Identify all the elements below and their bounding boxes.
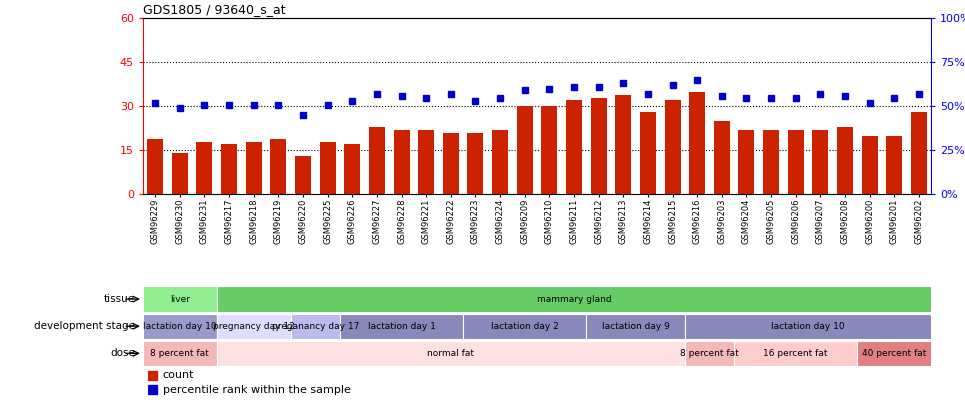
Bar [270, 139, 287, 194]
Bar [492, 130, 509, 194]
Bar [813, 130, 828, 194]
Bar [340, 313, 463, 339]
Bar [463, 313, 587, 339]
Text: preganancy day 17: preganancy day 17 [271, 322, 359, 331]
Text: count: count [162, 370, 194, 380]
Bar [734, 341, 857, 366]
Text: 8 percent fat: 8 percent fat [151, 349, 209, 358]
Text: pregnancy day 12: pregnancy day 12 [213, 322, 294, 331]
Bar [911, 112, 927, 194]
Bar [290, 313, 340, 339]
Bar [516, 107, 533, 194]
Bar [319, 142, 336, 194]
Bar [467, 133, 483, 194]
Bar [143, 313, 217, 339]
Bar [787, 130, 804, 194]
Text: GDS1805 / 93640_s_at: GDS1805 / 93640_s_at [143, 3, 286, 16]
Text: dose: dose [110, 348, 135, 358]
Bar [143, 341, 217, 366]
Text: lactation day 10: lactation day 10 [143, 322, 216, 331]
Bar [857, 341, 931, 366]
Text: lactation day 2: lactation day 2 [491, 322, 559, 331]
Bar [689, 92, 705, 194]
Bar [587, 313, 685, 339]
Bar [221, 145, 237, 194]
Text: 16 percent fat: 16 percent fat [763, 349, 828, 358]
Bar [246, 142, 262, 194]
Bar [217, 341, 685, 366]
Bar [640, 112, 656, 194]
Text: mammary gland: mammary gland [537, 294, 611, 304]
Text: tissue: tissue [104, 294, 135, 304]
Bar [143, 286, 217, 312]
Bar [418, 130, 434, 194]
Bar [837, 127, 853, 194]
Bar [591, 98, 607, 194]
Bar [443, 133, 458, 194]
Bar [886, 136, 902, 194]
Text: percentile rank within the sample: percentile rank within the sample [162, 384, 350, 394]
Bar [685, 313, 931, 339]
Text: lactation day 9: lactation day 9 [601, 322, 670, 331]
Text: development stage: development stage [34, 321, 135, 331]
Bar [616, 95, 631, 194]
Bar [541, 107, 558, 194]
Bar [172, 153, 188, 194]
Text: lactation day 1: lactation day 1 [368, 322, 435, 331]
Bar [369, 127, 385, 194]
Bar [197, 142, 212, 194]
Text: lactation day 10: lactation day 10 [771, 322, 844, 331]
Text: normal fat: normal fat [427, 349, 474, 358]
Text: liver: liver [170, 294, 190, 304]
Bar [295, 156, 311, 194]
Bar [565, 100, 582, 194]
Bar [665, 100, 680, 194]
Bar [685, 341, 734, 366]
Bar [738, 130, 755, 194]
Bar [217, 313, 290, 339]
Bar [714, 121, 730, 194]
Text: 8 percent fat: 8 percent fat [680, 349, 739, 358]
Text: 40 percent fat: 40 percent fat [862, 349, 926, 358]
Bar [345, 145, 360, 194]
Bar [148, 371, 157, 380]
Bar [763, 130, 779, 194]
Bar [147, 139, 163, 194]
Bar [862, 136, 877, 194]
Bar [148, 385, 157, 394]
Bar [394, 130, 409, 194]
